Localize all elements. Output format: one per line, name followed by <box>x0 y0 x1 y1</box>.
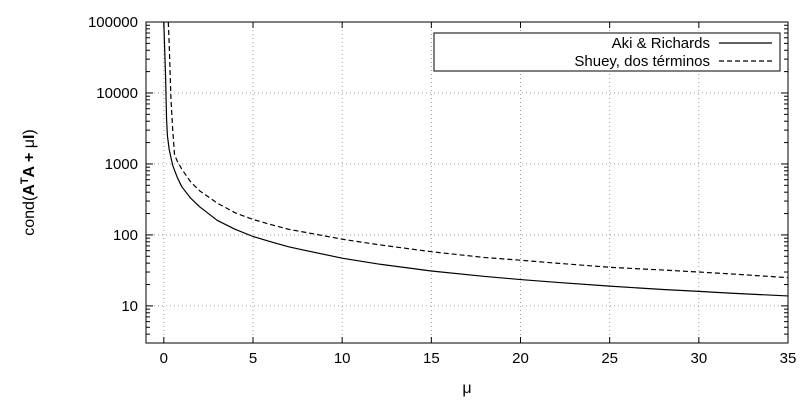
x-tick-label: 5 <box>249 350 257 367</box>
y-axis-title-transpose: T <box>19 177 31 184</box>
legend: Aki & Richards Shuey, dos términos <box>433 32 781 72</box>
x-axis-title: μ <box>462 380 471 397</box>
x-tick-label: 0 <box>160 350 168 367</box>
y-tick-label: 100000 <box>88 14 138 31</box>
x-tick-label: 35 <box>780 350 797 367</box>
x-tick-label: 30 <box>690 350 707 367</box>
y-tick-label: 10000 <box>96 85 138 102</box>
y-axis-title-matrix-plus: A + <box>21 148 38 177</box>
y-tick-label: 10 <box>121 298 138 315</box>
x-tick-label: 20 <box>512 350 529 367</box>
y-axis-title-identity: I <box>21 135 38 139</box>
x-tick-label: 15 <box>423 350 440 367</box>
y-tick-label: 1000 <box>105 156 138 173</box>
series-line-shuey <box>167 22 788 279</box>
x-tick-label: 10 <box>334 350 351 367</box>
legend-box <box>433 32 781 72</box>
y-axis-title: cond(ATA + μI) <box>19 129 38 236</box>
plot-frame <box>145 21 789 344</box>
legend-label-aki-richards: Aki & Richards <box>612 35 710 52</box>
y-axis-title-prefix: cond( <box>21 195 38 236</box>
ticks: 0 5 10 15 20 25 30 35 10 100 1000 10000 100000 <box>88 14 796 367</box>
series-layer <box>163 22 788 297</box>
series-line-aki-richards <box>163 22 788 297</box>
x-tick-label: 25 <box>601 350 618 367</box>
y-axis-title-mu: μ <box>21 139 38 148</box>
y-axis-title-suffix: ) <box>21 129 38 134</box>
legend-label-shuey: Shuey, dos términos <box>574 53 710 70</box>
y-axis-title-matrix: A <box>21 184 38 196</box>
y-tick-label: 100 <box>113 227 138 244</box>
